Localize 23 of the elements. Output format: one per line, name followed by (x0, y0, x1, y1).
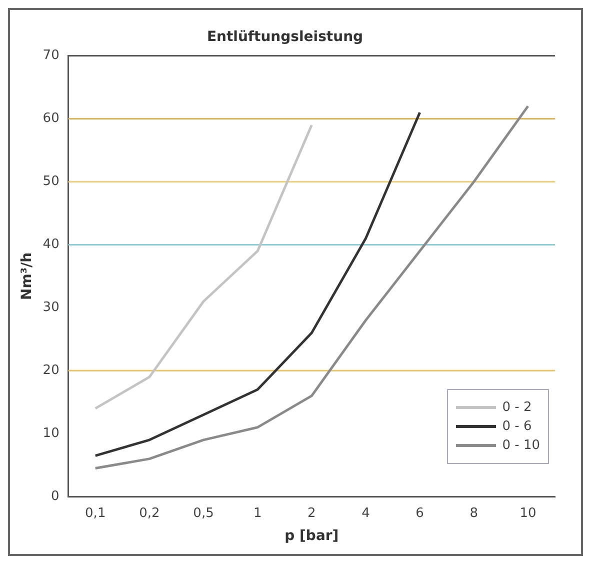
y-tick-label: 20 (42, 363, 60, 378)
legend-label: 0 - 6 (502, 419, 532, 434)
x-tick-label: 4 (362, 506, 370, 521)
y-tick-label: 60 (42, 111, 60, 126)
x-tick-label: 2 (308, 506, 316, 521)
x-tick-label: 6 (416, 506, 424, 521)
x-tick-label: 1 (253, 506, 262, 521)
y-tick-label: 30 (42, 300, 60, 316)
y-axis-title: Nm³/h (19, 252, 36, 300)
y-tick-label: 0 (51, 488, 60, 504)
x-tick-label: 0,2 (139, 506, 160, 521)
y-tick-label: 70 (42, 48, 60, 64)
legend-label: 0 - 2 (502, 400, 532, 415)
x-tick-label: 0,1 (85, 506, 106, 521)
y-tick-label: 50 (42, 174, 60, 190)
chart-title: Entlüftungsleistung (206, 29, 364, 46)
legend-label: 0 - 10 (502, 438, 540, 453)
x-tick-label: 0,5 (193, 506, 214, 521)
x-tick-label: 8 (470, 506, 478, 521)
y-tick-label: 40 (42, 237, 60, 252)
y-tick-label: 10 (42, 426, 60, 442)
x-tick-label: 10 (520, 506, 536, 521)
x-axis-title: p [bar] (284, 528, 339, 544)
